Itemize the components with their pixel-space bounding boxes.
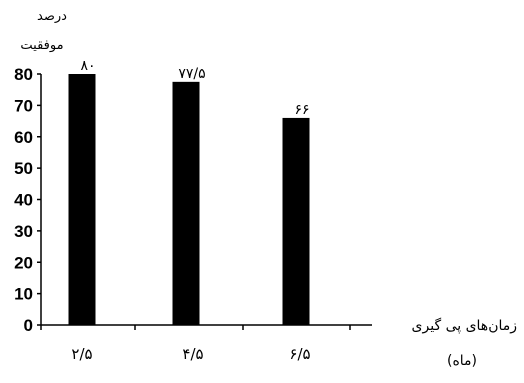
bar <box>172 81 200 325</box>
x-tick-label: ۴/۵ <box>182 345 203 363</box>
x-tick-label: ۲/۵ <box>71 345 92 363</box>
y-tick-label: 40 <box>14 191 33 210</box>
y-tick-label: 0 <box>24 316 33 335</box>
data-labels: ۸۰ ۷۷/۵ ۶۶ <box>80 58 309 118</box>
bars <box>68 74 310 325</box>
y-axis-label-line2: موفقیت <box>20 38 63 53</box>
y-tick-label: 20 <box>14 253 33 272</box>
data-label: ۷۷/۵ <box>178 66 205 82</box>
y-tick-label: 70 <box>14 96 33 115</box>
y-tick-label: 50 <box>14 159 33 178</box>
data-label: ۶۶ <box>294 102 309 118</box>
data-label: ۸۰ <box>80 58 95 74</box>
x-axis-label-line2: (ماه) <box>447 353 477 369</box>
y-axis-label-line1: درصد <box>37 9 67 24</box>
bar <box>68 74 96 325</box>
y-axis-ticks: 0 10 20 30 40 50 60 70 80 <box>14 65 41 335</box>
x-axis-label-line1: زمان‌های پی گیری <box>412 317 517 334</box>
x-axis-ticks: ۲/۵ ۴/۵ ۶/۵ <box>40 325 351 363</box>
y-tick-label: 80 <box>14 65 33 84</box>
y-tick-label: 30 <box>14 222 33 241</box>
bar <box>282 117 310 325</box>
y-tick-label: 60 <box>14 128 33 147</box>
y-tick-label: 10 <box>14 285 33 304</box>
x-tick-label: ۶/۵ <box>289 345 310 363</box>
